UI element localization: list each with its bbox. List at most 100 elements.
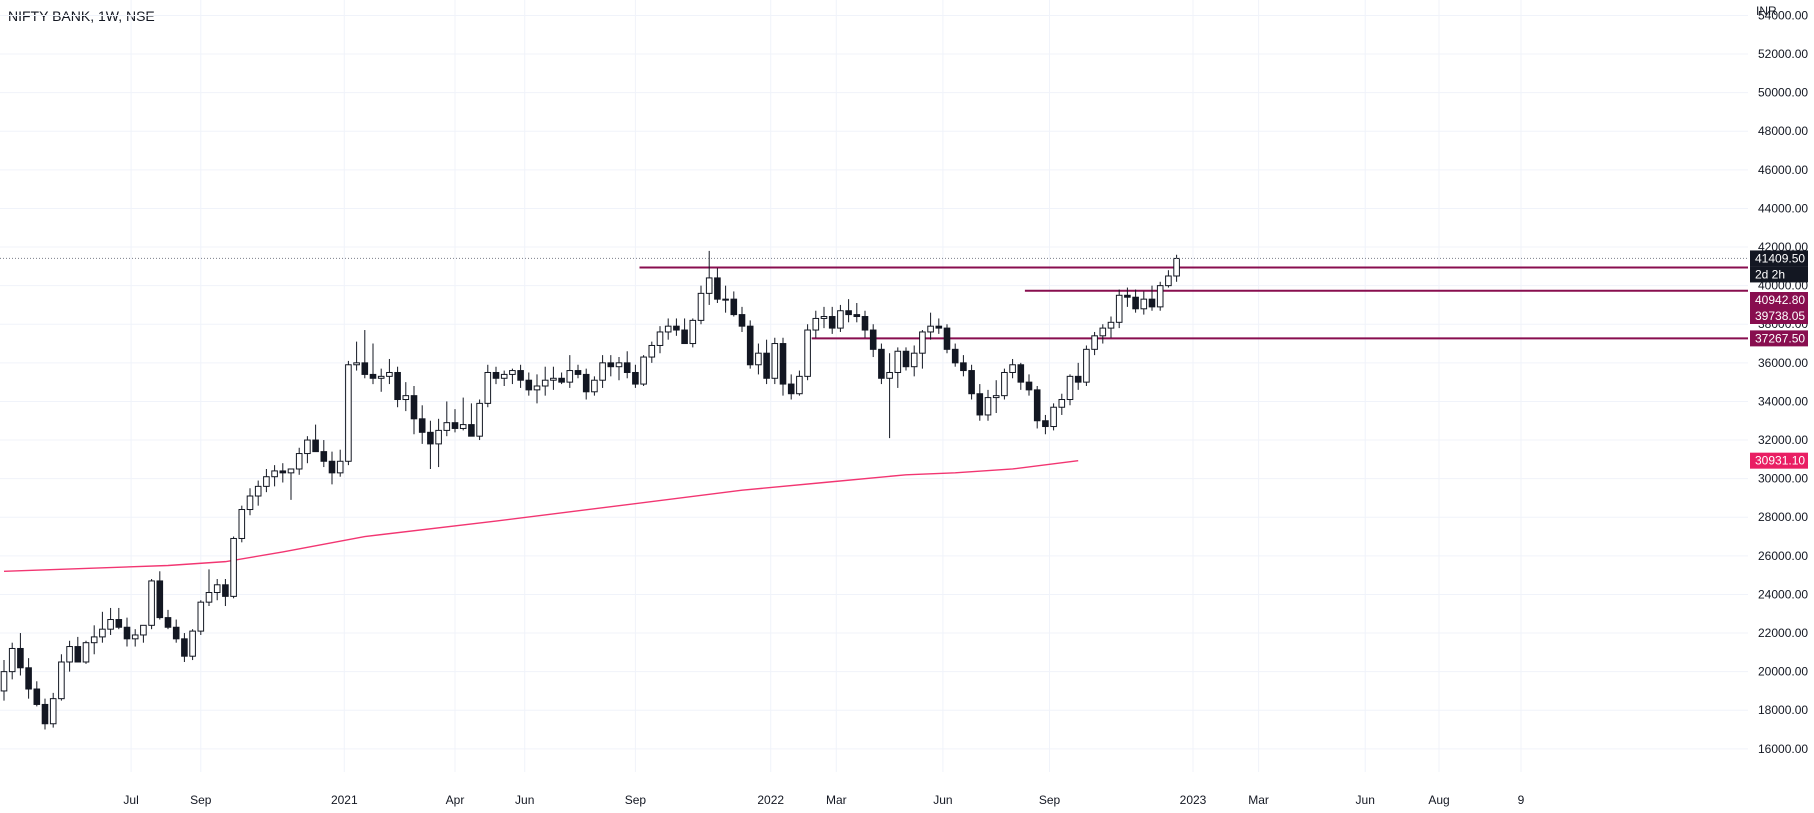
candle-body xyxy=(222,584,229,597)
candle-body xyxy=(140,624,147,636)
symbol-legend: NIFTY BANK, 1W, NSE xyxy=(8,8,155,24)
y-tick-label: 48000.00 xyxy=(1758,124,1808,138)
candle-body xyxy=(41,703,49,725)
candle-body xyxy=(1115,294,1123,323)
candle-body xyxy=(902,350,910,368)
candle-body xyxy=(164,617,172,628)
candle-body xyxy=(820,316,828,319)
candle-body xyxy=(0,671,8,692)
candle-body xyxy=(509,370,516,375)
candle-body xyxy=(648,344,656,358)
x-tick-label: 2022 xyxy=(757,793,784,807)
candle-body xyxy=(230,537,237,597)
candle-body xyxy=(1009,364,1016,373)
candle-body xyxy=(1140,298,1148,310)
candle-body xyxy=(1083,348,1090,383)
candle-body xyxy=(550,377,557,381)
candle-body xyxy=(1042,420,1049,428)
candle-body xyxy=(525,379,533,391)
candle-body xyxy=(1001,371,1008,397)
candle-body xyxy=(320,451,328,462)
candle-body xyxy=(279,470,287,474)
candle-body xyxy=(304,439,311,455)
svg-text:40942.80: 40942.80 xyxy=(1755,293,1805,307)
candle-body xyxy=(861,316,869,331)
candle-body xyxy=(992,395,1000,399)
ma-line xyxy=(3,459,1079,572)
countdown-badge: 2d 2h xyxy=(1750,266,1808,283)
candle-body xyxy=(254,485,262,497)
candle-body xyxy=(796,375,803,395)
candle-body xyxy=(1058,399,1066,408)
candle-body xyxy=(656,331,664,346)
y-tick-label: 54000.00 xyxy=(1758,8,1808,22)
candle-body xyxy=(99,628,106,638)
candle-body xyxy=(1091,335,1098,350)
candle-body xyxy=(500,373,508,379)
candle-body xyxy=(771,343,779,379)
candle-body xyxy=(591,379,598,393)
candle-body xyxy=(878,348,885,379)
x-tick-label: Mar xyxy=(826,793,847,807)
candle-body xyxy=(1173,257,1180,277)
candle-body xyxy=(763,352,770,379)
candle-body xyxy=(181,638,188,657)
candle-body xyxy=(615,362,623,368)
candle-body xyxy=(33,688,41,705)
candle-body xyxy=(8,647,16,673)
candle-body xyxy=(238,509,246,539)
x-tick-label: Aug xyxy=(1428,793,1449,807)
candle-body xyxy=(131,634,139,640)
candle-body xyxy=(689,319,697,345)
candle-body xyxy=(402,395,410,401)
candle-body xyxy=(894,350,902,373)
candle-body xyxy=(156,580,164,619)
candle-body xyxy=(828,316,836,329)
candle-body xyxy=(484,371,492,404)
svg-text:37267.50: 37267.50 xyxy=(1755,331,1805,345)
candle-body xyxy=(58,661,65,700)
candle-body xyxy=(246,495,254,511)
candle-body xyxy=(205,592,213,603)
x-tick-label: Mar xyxy=(1248,793,1269,807)
candle-body xyxy=(730,298,738,316)
level-badge-39738: 39738.05 xyxy=(1750,308,1808,324)
candle-body xyxy=(443,422,451,431)
svg-text:30931.10: 30931.10 xyxy=(1755,454,1805,468)
y-tick-label: 26000.00 xyxy=(1758,549,1808,563)
x-tick-label: Jun xyxy=(933,793,952,807)
candle-body xyxy=(197,601,205,632)
candle-body xyxy=(115,619,123,628)
candle-body xyxy=(755,352,762,366)
y-tick-label: 44000.00 xyxy=(1758,201,1808,215)
y-tick-label: 34000.00 xyxy=(1758,394,1808,408)
candle-body xyxy=(607,362,615,368)
candle-body xyxy=(1132,296,1139,310)
x-tick-label: 9 xyxy=(1518,793,1525,807)
candle-body xyxy=(172,626,180,640)
y-tick-label: 36000.00 xyxy=(1758,356,1808,370)
level-badge-40942: 40942.80 xyxy=(1750,292,1808,308)
candle-body xyxy=(123,626,131,640)
level-badge-37267: 37267.50 xyxy=(1750,330,1808,347)
candle-body xyxy=(960,362,967,372)
candle-body xyxy=(49,698,57,725)
horizontal-levels[interactable] xyxy=(639,266,1749,340)
candle-body xyxy=(632,371,639,385)
candles xyxy=(0,250,1180,730)
candle-body xyxy=(451,422,459,429)
candle-body xyxy=(943,327,951,350)
candle-body xyxy=(386,371,393,377)
candle-body xyxy=(263,476,270,487)
candle-body xyxy=(664,325,672,333)
candle-body xyxy=(566,370,574,383)
candle-body xyxy=(213,584,221,594)
candle-body xyxy=(336,460,344,474)
price-axis[interactable]: 16000.00 18000.00 20000.00 22000.00 24000.00… xyxy=(1758,8,1808,755)
candle-body xyxy=(1099,327,1107,337)
candle-body xyxy=(927,325,934,333)
time-axis[interactable]: Jul Sep 2021 Apr Jun Sep 2022 Mar Jun Sep 2023 Mar J… xyxy=(123,793,1524,807)
candle-body xyxy=(459,424,467,429)
y-tick-label: 22000.00 xyxy=(1758,626,1808,640)
